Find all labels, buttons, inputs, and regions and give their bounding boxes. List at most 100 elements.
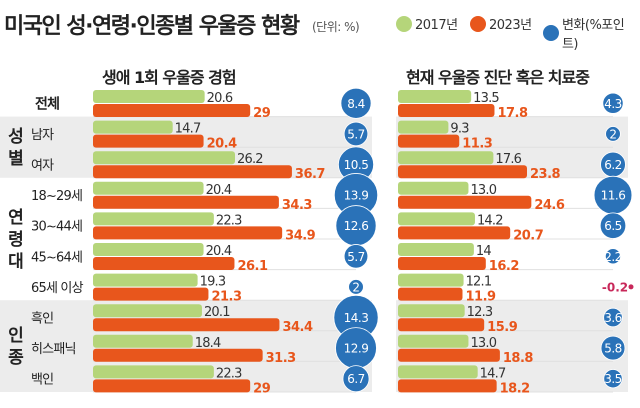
change-value: 12.9	[344, 342, 369, 356]
category-label: 남자	[31, 128, 54, 143]
bar-2023	[398, 318, 485, 332]
value-2017: 14	[476, 244, 491, 259]
bar-2023	[93, 348, 263, 362]
value-2023: 16.2	[489, 259, 519, 274]
category-label: 흑인	[31, 312, 53, 327]
legend-label: 변화(%포인트)	[561, 18, 625, 52]
bar-2017	[398, 273, 464, 287]
bar-2023	[398, 348, 500, 362]
value-2017: 17.6	[495, 152, 521, 167]
bar-2017	[398, 120, 449, 134]
right-panel-title: 현재 우울증 진단 혹은 치료중	[406, 68, 590, 87]
value-2017: 20.6	[207, 91, 233, 106]
value-2023: 34.3	[282, 198, 313, 213]
bar-2017	[398, 181, 469, 195]
value-2017: 20.4	[206, 183, 232, 198]
change-value: 14.3	[344, 311, 369, 325]
value-2017: 20.1	[204, 305, 230, 320]
group-label-race: 인종	[3, 326, 24, 370]
left-panel-title: 생애 1회 우울증 경험	[102, 68, 237, 87]
category-label: 히스패닉	[31, 342, 76, 357]
negative-dot	[628, 284, 634, 290]
bar-2017	[398, 304, 465, 318]
change-value: 2	[609, 127, 616, 141]
bar-2017	[93, 243, 204, 256]
bar-2017	[93, 273, 198, 287]
bar-2017	[398, 212, 475, 226]
value-2017: 14.7	[175, 122, 201, 137]
value-2017: 22.3	[216, 213, 242, 228]
bar-2017	[398, 90, 472, 103]
value-2023: 15.9	[487, 320, 518, 335]
bar-2017	[398, 243, 474, 256]
bar-2023	[93, 134, 204, 148]
value-2017: 14.2	[477, 213, 503, 228]
category-label: 30~44세	[31, 220, 82, 235]
change-value: 13.9	[344, 189, 369, 203]
value-2023: 23.8	[530, 167, 561, 182]
change-bubble	[599, 212, 627, 239]
change-bubble	[604, 248, 622, 265]
value-2023: 21.3	[211, 290, 242, 305]
change-value: 6.2	[604, 158, 622, 172]
value-2023: 29	[253, 381, 271, 396]
legend-2017: 2017년	[396, 14, 458, 33]
change-bubble	[342, 365, 370, 393]
change-bubble	[603, 369, 623, 389]
legend-2023: 2023년	[470, 14, 532, 33]
change-value: 3.6	[604, 311, 622, 325]
value-2017: 13.5	[473, 91, 499, 106]
bar-2023	[398, 165, 527, 179]
bar-2023	[398, 287, 463, 301]
change-value: 2	[352, 280, 359, 294]
change-bubble	[605, 126, 621, 142]
value-2017: 9.3	[450, 122, 469, 137]
bar-2023	[93, 257, 235, 270]
change-bubble	[343, 121, 369, 147]
bar-2023	[398, 379, 497, 393]
change-bubble	[340, 87, 372, 119]
bar-2017	[93, 90, 205, 103]
unit-label: (단위: %)	[312, 20, 360, 34]
bar-2023	[93, 318, 280, 332]
value-2023: 20.4	[207, 137, 238, 152]
change-value: 6.5	[604, 219, 622, 233]
change-value: 2.2	[604, 250, 622, 264]
category-label: 여자	[31, 159, 54, 174]
change-bubble	[603, 307, 623, 328]
legend-label: 2017년	[415, 18, 458, 33]
bar-2017	[93, 304, 202, 318]
value-2023: 34.4	[282, 320, 313, 335]
value-2023: 11.9	[465, 290, 496, 305]
category-label: 백인	[31, 373, 53, 388]
group-label-age: 연령대	[3, 208, 24, 274]
change-value: 3.5	[604, 372, 622, 386]
bar-2017	[93, 365, 214, 379]
value-2023: 31.3	[266, 351, 297, 366]
value-2017: 13.0	[470, 336, 496, 351]
legend-swatch-2017	[396, 15, 412, 32]
category-label: 전체	[35, 95, 59, 112]
value-2017: 13.0	[470, 183, 496, 198]
category-label: 18~29세	[31, 189, 82, 204]
change-value: -0.2	[602, 280, 628, 294]
value-2017: 12.3	[467, 305, 493, 320]
value-2023: 29	[253, 106, 271, 121]
value-2023: 18.2	[500, 381, 530, 396]
value-2017: 18.4	[195, 336, 221, 351]
change-value: 5.8	[604, 342, 622, 356]
bar-2023	[93, 379, 251, 393]
change-bubble	[348, 279, 364, 295]
change-value: 5.7	[347, 127, 365, 141]
change-bubble	[600, 335, 626, 361]
change-value: 6.7	[347, 372, 365, 386]
value-2023: 18.8	[503, 351, 534, 366]
bar-2017	[93, 120, 173, 134]
bar-2023	[398, 226, 511, 240]
bar-2017	[398, 151, 494, 165]
value-2023: 34.9	[285, 228, 316, 243]
bar-2017	[93, 151, 236, 165]
value-2023: 36.7	[295, 167, 326, 182]
